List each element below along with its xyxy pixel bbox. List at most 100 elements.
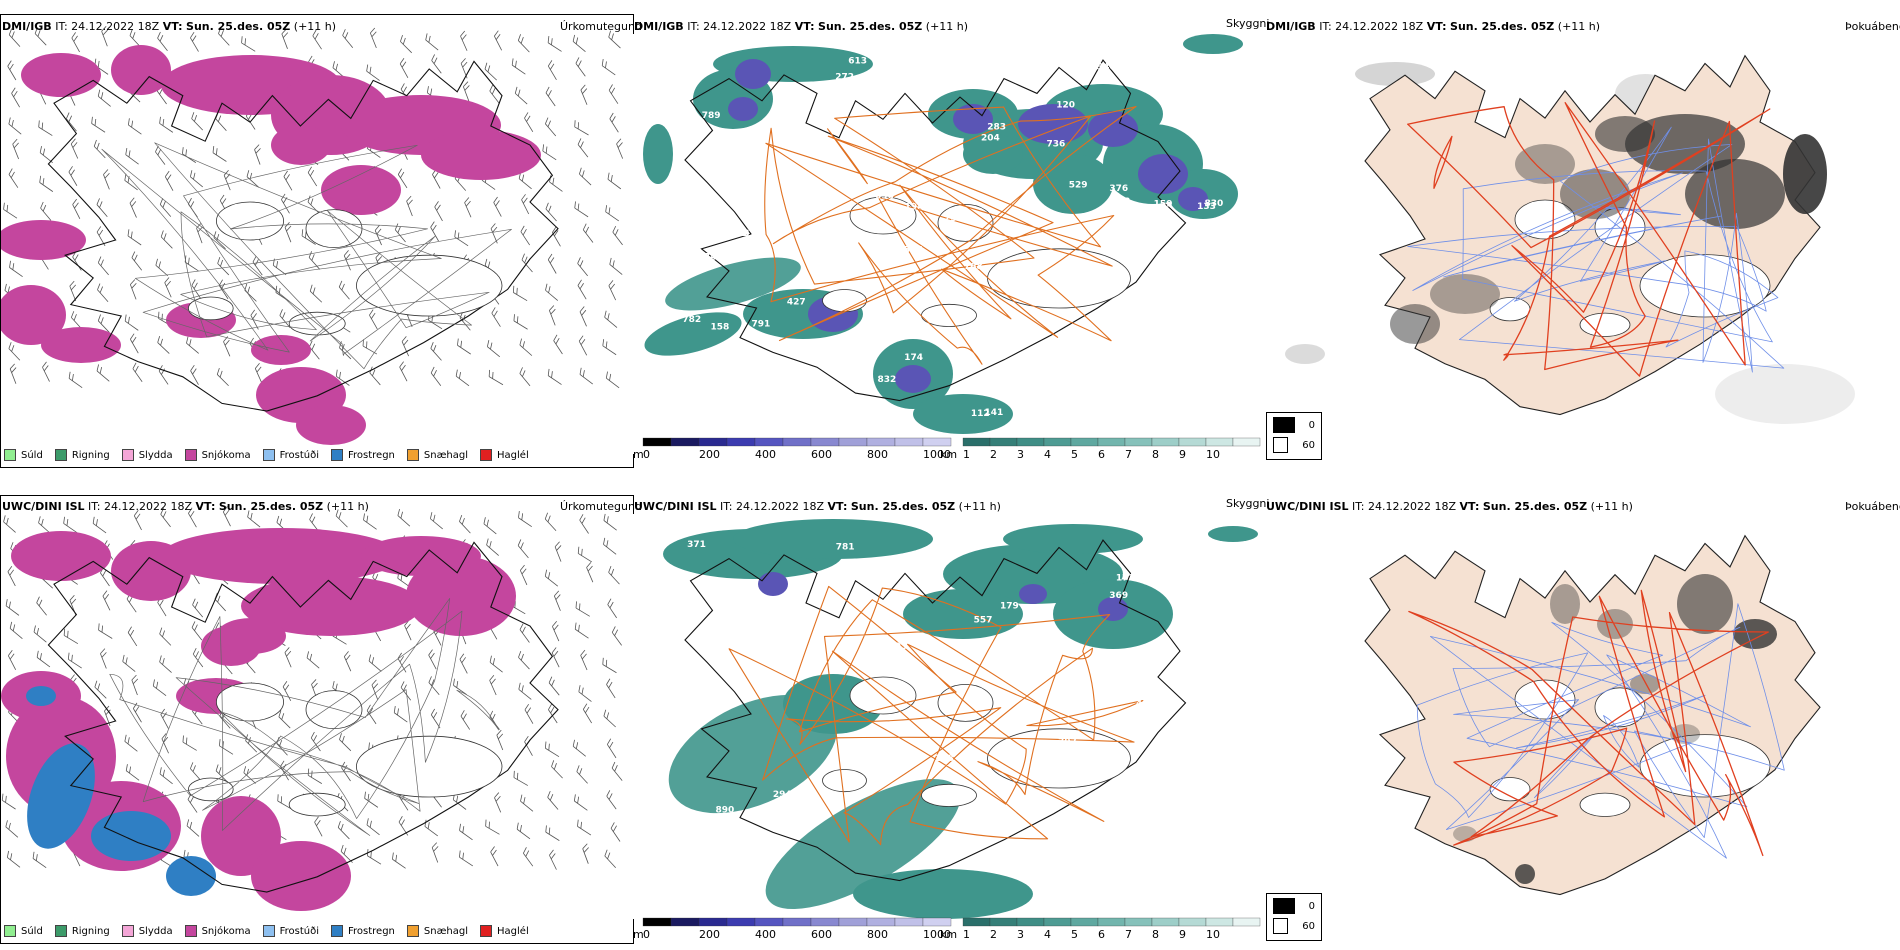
- scale-tick-m: 400: [755, 448, 776, 461]
- lead-time: (+11 h): [925, 20, 969, 33]
- wind-barb-icon: [608, 280, 617, 301]
- fog-indicator: [1630, 674, 1660, 694]
- wind-barb-icon: [161, 733, 169, 754]
- visibility-value-label: 376: [1109, 184, 1128, 194]
- colorbar-cell: [962, 917, 991, 927]
- legend-swatch: [184, 449, 197, 461]
- wind-barb-icon: [518, 682, 532, 700]
- scale-tick-km: 4: [1044, 448, 1051, 461]
- wind-barb-icon: [254, 144, 261, 165]
- glacier-outline: [188, 777, 234, 802]
- wind-barb-icon: [97, 256, 109, 276]
- wind-barb-icon: [97, 314, 110, 333]
- low-visibility-area: [1208, 526, 1258, 542]
- colorbar-cell: [698, 437, 728, 447]
- scale-tick-km: 9: [1179, 448, 1186, 461]
- wind-barb-icon: [431, 842, 439, 863]
- visibility-colorbar: [642, 917, 1261, 927]
- wind-barb-icon: [607, 738, 617, 759]
- very-low-visibility-area: [895, 365, 931, 393]
- wind-barb-icon: [544, 512, 557, 532]
- wind-barb-icon: [127, 626, 138, 647]
- snow-area: [406, 556, 516, 636]
- wind-barb-icon: [406, 195, 413, 217]
- low-visibility-area: [644, 312, 742, 356]
- colorbar-cell: [1232, 917, 1261, 927]
- snow-area: [361, 536, 481, 576]
- low-visibility-area: [1183, 34, 1243, 54]
- wind-barb-icon: [164, 277, 172, 298]
- wind-barb-icon: [524, 703, 534, 724]
- fog-indicator: [1733, 619, 1777, 649]
- visibility-value-label: 123: [1125, 351, 1144, 361]
- wind-barb-icon: [572, 34, 586, 52]
- wind-barb-icon: [124, 734, 138, 752]
- legend-swatch: [262, 925, 275, 937]
- visibility-map-top: 613 120 133 1527 768 878 789 736 742 204 258 303 272…: [633, 34, 1263, 454]
- header-visibility-top: DMI/IGB IT: 24.12.2022 18Z VT: Sun. 25.d…: [634, 20, 968, 33]
- colorbar-cell: [1124, 917, 1153, 927]
- road-network: [1416, 603, 1785, 859]
- legend-swatch: [480, 925, 493, 937]
- wind-barb-icon: [553, 590, 561, 611]
- wind-barb-icon: [545, 825, 560, 841]
- visibility-value-label: 797: [1058, 738, 1077, 748]
- wind-barb-icon: [610, 822, 621, 842]
- snow-area: [421, 130, 541, 180]
- scale-tick-km: 6: [1098, 928, 1105, 941]
- wind-barb-icon: [521, 194, 530, 215]
- legend-item-6: Snæhagl: [406, 449, 469, 461]
- low-visibility-area: [668, 694, 838, 814]
- wind-barb-icon: [7, 60, 17, 81]
- colorbar-cell: [1043, 437, 1072, 447]
- wind-barb-icon: [36, 596, 47, 616]
- wind-barb-icon: [159, 767, 173, 785]
- road-network: [764, 105, 1137, 365]
- glacier-outline: [1594, 687, 1646, 728]
- wind-barb-icon: [574, 201, 589, 218]
- wind-barb-icon: [544, 569, 559, 587]
- wind-barb-icon: [545, 117, 557, 137]
- fog-indicator: [1390, 304, 1440, 344]
- wind-barb-icon: [511, 58, 526, 75]
- wind-barb-icon: [3, 515, 16, 533]
- colorbar-cell: [1205, 917, 1234, 927]
- very-low-visibility-area: [1178, 187, 1208, 211]
- wind-barb-icon: [607, 172, 622, 190]
- scale-tick-m: 0: [643, 928, 650, 941]
- wind-barb-icon: [40, 201, 52, 221]
- wind-barb-icon: [133, 510, 142, 531]
- visibility-value-label: 471: [728, 229, 747, 239]
- wind-barb-icon: [159, 627, 172, 646]
- freezing-rain-area: [27, 743, 95, 849]
- legend-label: Snæhagl: [423, 449, 469, 461]
- colorbar-cell: [838, 437, 868, 447]
- wind-barb-icon: [488, 369, 504, 386]
- fog-map-top: [1265, 34, 1900, 464]
- wind-barb-icon: [72, 198, 81, 219]
- wind-barb-icon: [36, 650, 51, 668]
- vt-label: VT:: [195, 500, 216, 513]
- wind-barb-icon: [603, 513, 617, 531]
- wind-barb-icon: [307, 195, 320, 214]
- colorbar-cell: [1097, 917, 1126, 927]
- wind-barb-icon: [312, 29, 322, 50]
- legend-item-2: Slydda: [121, 449, 173, 461]
- visibility-value-label: 141: [985, 408, 1004, 418]
- colorbar-cell: [810, 917, 840, 927]
- scale-tick-km: 10: [1206, 928, 1220, 941]
- visibility-value-label: 782: [1025, 330, 1044, 340]
- wind-barb-icon: [519, 367, 531, 387]
- wind-barb-icon: [5, 599, 20, 616]
- wind-barb-icon: [129, 197, 137, 218]
- wind-barb-icon: [551, 760, 563, 779]
- wind-barb-icon: [579, 306, 587, 327]
- wind-barb-icon: [160, 708, 169, 729]
- glacier-outline: [1579, 792, 1631, 817]
- wind-barb-icon: [496, 729, 504, 751]
- wind-barb-icon: [366, 64, 380, 81]
- wind-barb-icon: [7, 649, 17, 671]
- legend-swatch: [4, 925, 16, 937]
- wind-barb-icon: [252, 256, 263, 276]
- wind-barb-icon: [579, 167, 592, 186]
